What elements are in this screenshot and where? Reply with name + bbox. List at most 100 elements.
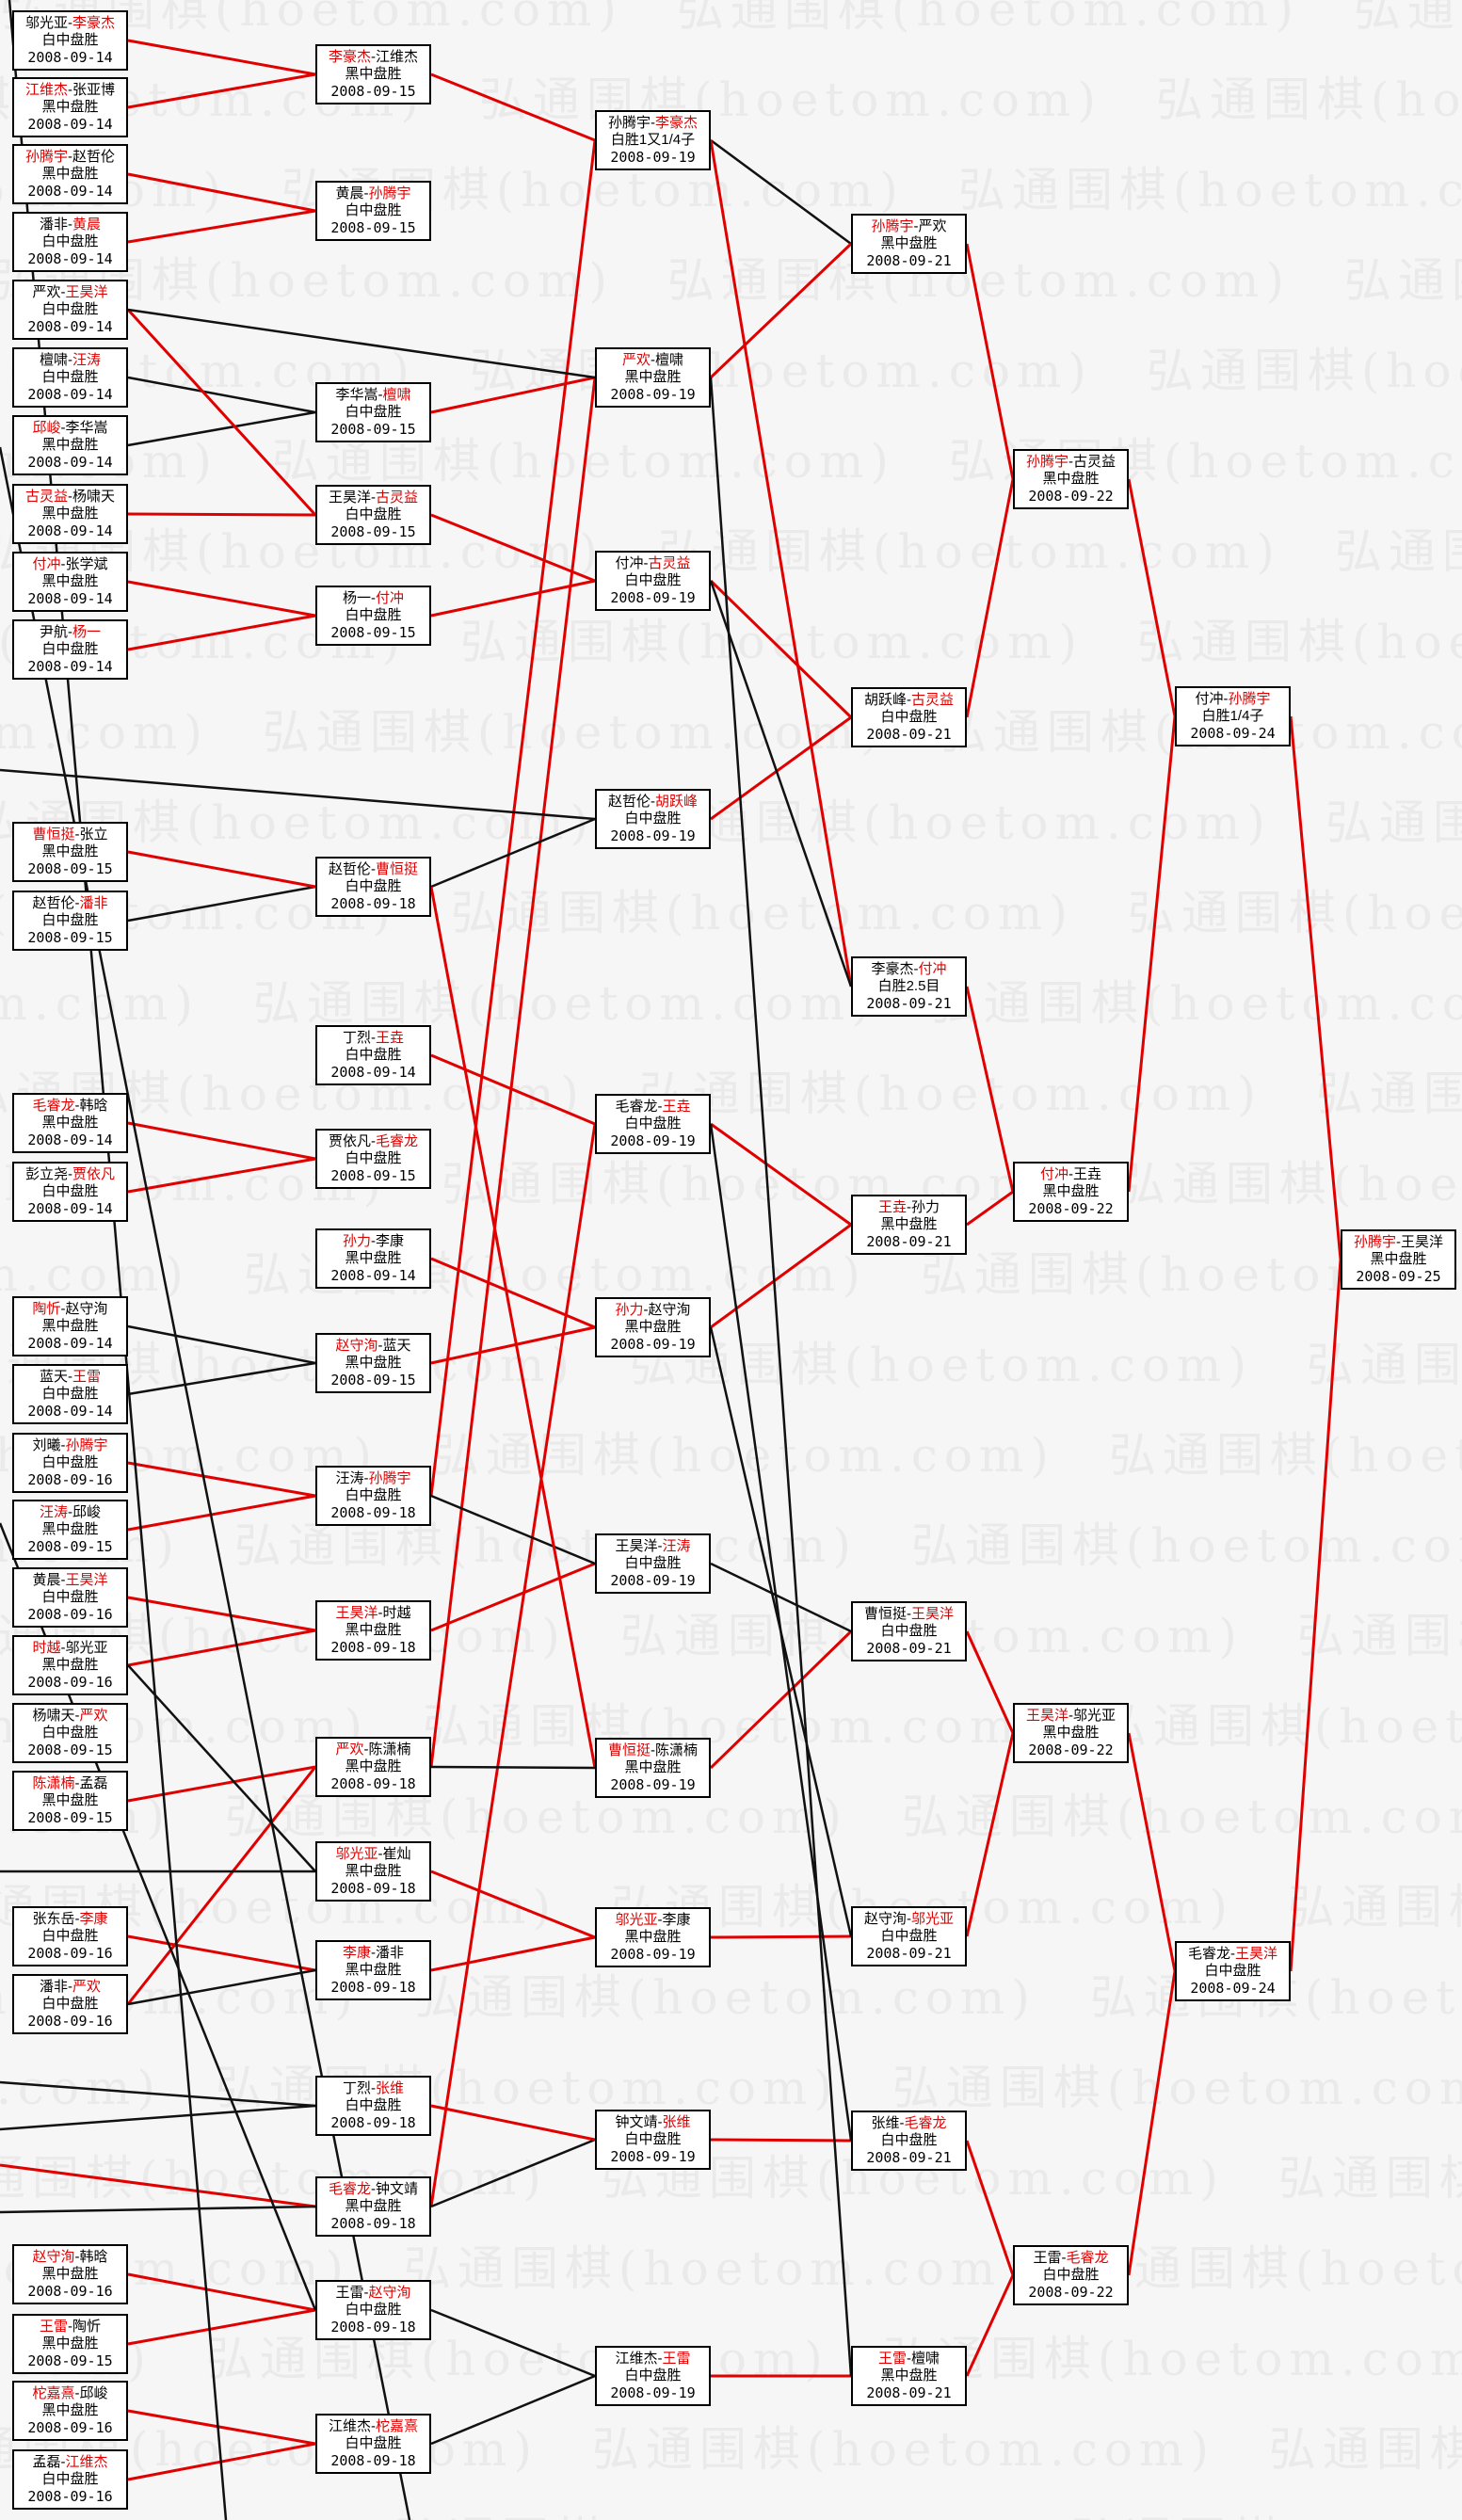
match-box-r3b2[interactable]: 严欢-檀啸 黑中盘胜 2008-09-19 xyxy=(595,347,711,408)
match-box-r1b5[interactable]: 严欢-王昊洋 白中盘胜 2008-09-14 xyxy=(12,280,128,340)
match-box-r1b6[interactable]: 檀啸-汪涛 白中盘胜 2008-09-14 xyxy=(12,347,128,408)
match-box-r1b19[interactable]: 黄晨-王昊洋 白中盘胜 2008-09-16 xyxy=(12,1567,128,1628)
match-box-r1b8[interactable]: 古灵益-杨啸天 黑中盘胜 2008-09-14 xyxy=(12,484,128,544)
name-separator: - xyxy=(378,1846,383,1862)
player-name: 张维 xyxy=(376,2080,405,2096)
match-box-r3b1[interactable]: 孙腾宇-李豪杰 白胜1又1/4子 2008-09-19 xyxy=(595,110,711,170)
match-date: 2008-09-15 xyxy=(27,1809,113,1826)
match-box-r1b28[interactable]: 孟磊-江维杰 白中盘胜 2008-09-16 xyxy=(12,2449,128,2510)
match-box-r7b1[interactable]: 孙腾宇-王昊洋 黑中盘胜 2008-09-25 xyxy=(1341,1229,1456,1290)
match-box-r2b6[interactable]: 赵哲伦-曹恒挺 白中盘胜 2008-09-18 xyxy=(315,857,431,917)
match-box-r3b11[interactable]: 江维杰-王雷 白中盘胜 2008-09-19 xyxy=(595,2346,711,2406)
name-separator: - xyxy=(68,15,72,31)
match-box-r2b2[interactable]: 黄晨-孙腾宇 白中盘胜 2008-09-15 xyxy=(315,181,431,241)
match-box-r1b22[interactable]: 陈潇楠-孟磊 黑中盘胜 2008-09-15 xyxy=(12,1771,128,1831)
match-box-r4b1[interactable]: 孙腾宇-严欢 黑中盘胜 2008-09-21 xyxy=(851,214,967,274)
match-box-r3b10[interactable]: 钟文靖-张维 白中盘胜 2008-09-19 xyxy=(595,2110,711,2170)
match-box-r2b18[interactable]: 王雷-赵守洵 白中盘胜 2008-09-18 xyxy=(315,2280,431,2340)
match-box-r6b2[interactable]: 毛睿龙-王昊洋 白中盘胜 2008-09-24 xyxy=(1175,1941,1291,2001)
match-result: 黑中盘胜 xyxy=(1042,1183,1100,1199)
connector-line xyxy=(0,2163,316,2208)
match-box-r2b13[interactable]: 严欢-陈潇楠 黑中盘胜 2008-09-18 xyxy=(315,1737,431,1797)
match-box-r1b24[interactable]: 潘非-严欢 白中盘胜 2008-09-16 xyxy=(12,1974,128,2034)
match-box-r1b14[interactable]: 彭立尧-贾依凡 白中盘胜 2008-09-14 xyxy=(12,1162,128,1222)
match-box-r2b15[interactable]: 李康-潘非 黑中盘胜 2008-09-18 xyxy=(315,1940,431,2000)
connector-line xyxy=(710,2138,852,2143)
match-box-r4b5[interactable]: 曹恒挺-王昊洋 白中盘胜 2008-09-21 xyxy=(851,1601,967,1661)
match-box-r1b23[interactable]: 张东岳-李康 白中盘胜 2008-09-16 xyxy=(12,1906,128,1966)
name-separator: - xyxy=(371,49,376,65)
connector-line xyxy=(127,39,316,76)
match-box-r1b2[interactable]: 江维杰-张亚博 黑中盘胜 2008-09-14 xyxy=(12,77,128,137)
match-box-r1b15[interactable]: 陶忻-赵守洵 黑中盘胜 2008-09-14 xyxy=(12,1296,128,1356)
match-box-r4b8[interactable]: 王雷-檀啸 黑中盘胜 2008-09-21 xyxy=(851,2346,967,2406)
player-name: 时越 xyxy=(382,1605,411,1621)
match-date: 2008-09-15 xyxy=(330,624,416,641)
connector-line xyxy=(965,243,1015,480)
match-box-r2b14[interactable]: 邬光亚-崔灿 黑中盘胜 2008-09-18 xyxy=(315,1841,431,1902)
connector-line xyxy=(127,2409,316,2446)
match-box-r2b17[interactable]: 毛睿龙-钟文靖 黑中盘胜 2008-09-18 xyxy=(315,2176,431,2237)
match-box-r2b12[interactable]: 王昊洋-时越 黑中盘胜 2008-09-18 xyxy=(315,1600,431,1661)
player-name: 付冲 xyxy=(376,590,405,606)
match-box-r2b8[interactable]: 贾依凡-毛睿龙 白中盘胜 2008-09-15 xyxy=(315,1129,431,1189)
player-name: 时越 xyxy=(32,1640,61,1656)
match-box-r1b27[interactable]: 柁嘉熹-邱峻 黑中盘胜 2008-09-16 xyxy=(12,2381,128,2441)
player-name: 严欢 xyxy=(335,1742,364,1758)
match-box-r1b3[interactable]: 孙腾宇-赵哲伦 黑中盘胜 2008-09-14 xyxy=(12,144,128,204)
match-box-r1b9[interactable]: 付冲-张学斌 黑中盘胜 2008-09-14 xyxy=(12,552,128,612)
match-box-r4b2[interactable]: 胡跃峰-古灵益 白中盘胜 2008-09-21 xyxy=(851,687,967,747)
match-result: 白中盘胜 xyxy=(345,2302,402,2318)
match-box-r3b5[interactable]: 毛睿龙-王垚 白中盘胜 2008-09-19 xyxy=(595,1094,711,1154)
match-box-r1b16[interactable]: 蓝天-王雷 白中盘胜 2008-09-14 xyxy=(12,1364,128,1424)
player-name: 王昊洋 xyxy=(1025,1708,1068,1724)
match-box-r3b6[interactable]: 孙力-赵守洵 黑中盘胜 2008-09-19 xyxy=(595,1297,711,1357)
match-box-r1b4[interactable]: 潘非-黄晨 白中盘胜 2008-09-14 xyxy=(12,212,128,272)
match-box-r2b11[interactable]: 汪涛-孙腾宇 白中盘胜 2008-09-18 xyxy=(315,1466,431,1526)
match-players: 严欢-王昊洋 xyxy=(32,284,107,301)
match-box-r5b2[interactable]: 付冲-王垚 黑中盘胜 2008-09-22 xyxy=(1013,1162,1129,1222)
connector-line xyxy=(127,850,316,889)
match-box-r4b3[interactable]: 李豪杰-付冲 白胜2.5目 2008-09-21 xyxy=(851,956,967,1017)
match-box-r5b4[interactable]: 王雷-毛睿龙 白中盘胜 2008-09-22 xyxy=(1013,2245,1129,2305)
match-box-r5b1[interactable]: 孙腾宇-古灵益 黑中盘胜 2008-09-22 xyxy=(1013,449,1129,509)
match-box-r1b25[interactable]: 赵守洵-韩晗 黑中盘胜 2008-09-16 xyxy=(12,2244,128,2304)
match-box-r1b26[interactable]: 王雷-陶忻 黑中盘胜 2008-09-15 xyxy=(12,2314,128,2374)
match-box-r2b5[interactable]: 杨一-付冲 白中盘胜 2008-09-15 xyxy=(315,586,431,646)
match-box-r3b3[interactable]: 付冲-古灵益 白中盘胜 2008-09-19 xyxy=(595,551,711,611)
match-box-r2b1[interactable]: 李豪杰-江维杰 黑中盘胜 2008-09-15 xyxy=(315,44,431,104)
match-box-r2b9[interactable]: 孙力-李康 黑中盘胜 2008-09-14 xyxy=(315,1228,431,1289)
match-box-r6b1[interactable]: 付冲-孙腾宇 白胜1/4子 2008-09-24 xyxy=(1175,686,1291,746)
match-box-r3b4[interactable]: 赵哲伦-胡跃峰 白中盘胜 2008-09-19 xyxy=(595,789,711,849)
match-players: 严欢-陈潇楠 xyxy=(335,1742,410,1758)
match-box-r2b19[interactable]: 江维杰-柁嘉熹 白中盘胜 2008-09-18 xyxy=(315,2414,431,2474)
match-box-r4b7[interactable]: 张维-毛睿龙 白中盘胜 2008-09-21 xyxy=(851,2111,967,2171)
match-box-r1b1[interactable]: 邬光亚-李豪杰 白中盘胜 2008-09-14 xyxy=(12,10,128,71)
match-box-r2b3[interactable]: 李华嵩-檀啸 白中盘胜 2008-09-15 xyxy=(315,382,431,442)
match-box-r1b13[interactable]: 毛睿龙-韩晗 黑中盘胜 2008-09-14 xyxy=(12,1093,128,1153)
match-players: 赵守洵-蓝天 xyxy=(335,1338,410,1355)
match-box-r3b7[interactable]: 王昊洋-汪涛 白中盘胜 2008-09-19 xyxy=(595,1533,711,1594)
match-box-r4b4[interactable]: 王垚-孙力 黑中盘胜 2008-09-21 xyxy=(851,1195,967,1255)
match-box-r2b4[interactable]: 王昊洋-古灵益 白中盘胜 2008-09-15 xyxy=(315,485,431,545)
match-box-r2b7[interactable]: 丁烈-王垚 白中盘胜 2008-09-14 xyxy=(315,1025,431,1085)
player-name: 江维杰 xyxy=(328,2418,371,2434)
match-box-r1b10[interactable]: 尹航-杨一 白中盘胜 2008-09-14 xyxy=(12,619,128,680)
match-box-r2b10[interactable]: 赵守洵-蓝天 黑中盘胜 2008-09-15 xyxy=(315,1333,431,1393)
connector-line xyxy=(710,1562,852,1633)
match-box-r3b9[interactable]: 邬光亚-李康 黑中盘胜 2008-09-19 xyxy=(595,1907,711,1967)
match-box-r1b21[interactable]: 杨啸天-严欢 白中盘胜 2008-09-15 xyxy=(12,1703,128,1763)
match-box-r1b18[interactable]: 汪涛-邱峻 黑中盘胜 2008-09-15 xyxy=(12,1500,128,1560)
match-box-r2b16[interactable]: 丁烈-张维 白中盘胜 2008-09-18 xyxy=(315,2076,431,2136)
match-box-r1b20[interactable]: 时越-邬光亚 黑中盘胜 2008-09-16 xyxy=(12,1635,128,1695)
match-box-r1b17[interactable]: 刘曦-孙腾宇 白中盘胜 2008-09-16 xyxy=(12,1433,128,1493)
match-box-r1b12[interactable]: 赵哲伦-潘非 白中盘胜 2008-09-15 xyxy=(12,891,128,951)
match-date: 2008-09-14 xyxy=(27,386,113,403)
match-box-r3b8[interactable]: 曹恒挺-陈潇楠 黑中盘胜 2008-09-19 xyxy=(595,1738,711,1798)
connector-line xyxy=(709,580,853,987)
match-box-r1b7[interactable]: 邱峻-李华嵩 黑中盘胜 2008-09-14 xyxy=(12,415,128,475)
match-box-r5b3[interactable]: 王昊洋-邬光亚 黑中盘胜 2008-09-22 xyxy=(1013,1703,1129,1763)
match-box-r1b11[interactable]: 曹恒挺-张立 黑中盘胜 2008-09-15 xyxy=(12,822,128,882)
match-box-r4b6[interactable]: 赵守洵-邬光亚 白中盘胜 2008-09-21 xyxy=(851,1906,967,1966)
match-result: 白中盘胜 xyxy=(1204,1963,1261,1979)
